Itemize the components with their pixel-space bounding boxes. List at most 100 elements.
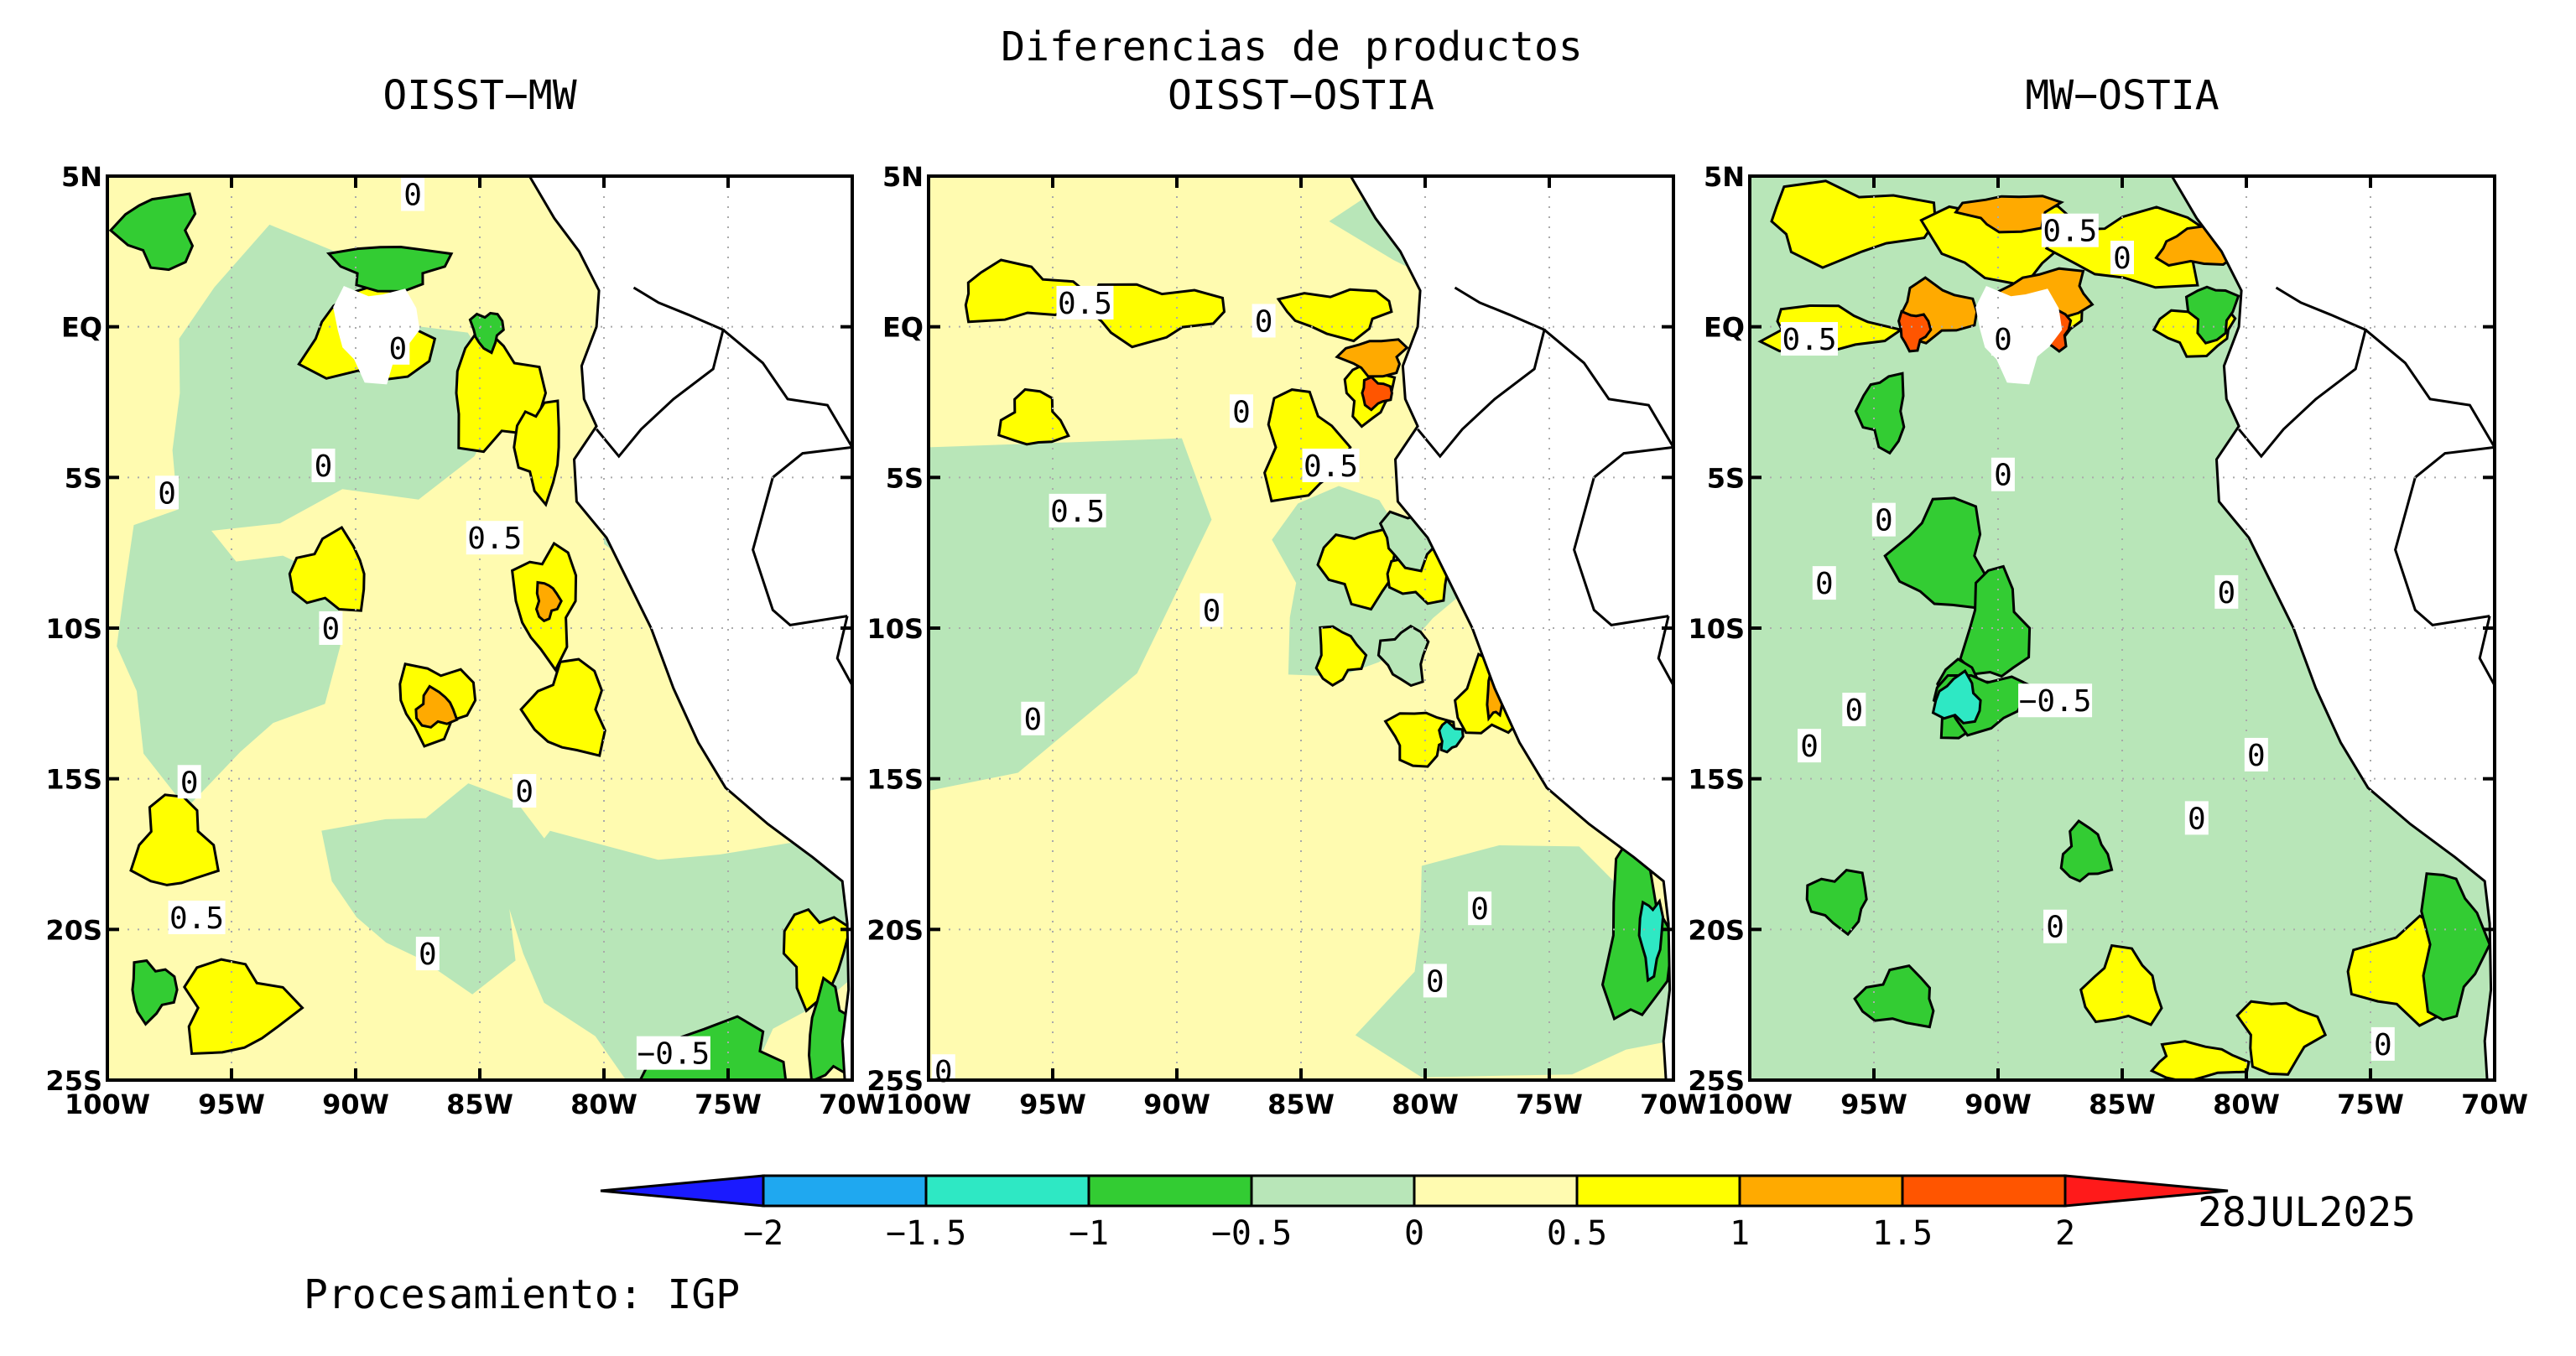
anomaly-patch [534, 580, 563, 623]
contour-label: 0 [2113, 242, 2131, 276]
lon-tick-label: 90W [1143, 1088, 1210, 1120]
contour-label: 0 [1845, 694, 1863, 728]
contour-label: 0 [1203, 594, 1221, 628]
lon-tick-label: 90W [1965, 1088, 2032, 1120]
contour-label: −0.5 [2019, 684, 2092, 719]
contour-label-bg [177, 765, 201, 799]
contour-label: 0 [515, 775, 533, 809]
country-border [1573, 445, 1673, 626]
contour-label-bg [466, 521, 523, 555]
lat-tick-label: 10S [866, 613, 924, 645]
contour-label-bg [1812, 566, 1836, 600]
anomaly-patch [1854, 371, 1906, 455]
anomaly-region [172, 224, 508, 534]
mw-ostia-title: MW−OSTIA [2025, 72, 2219, 119]
anomaly-patch [1805, 868, 1868, 937]
lon-tick-label: 100W [886, 1088, 971, 1120]
contour-label: 0 [2374, 1028, 2392, 1062]
contour-label: 0.5 [2043, 215, 2097, 249]
lat-tick-label: 5S [886, 462, 924, 494]
anomaly-patch [1931, 668, 1982, 725]
panel-oisst-mw: OISST−MW 0 0 0 0 0.5 0 0 0 0.5 0 −0.5 5N EQ 5S 10S 15S 20… [45, 72, 885, 1120]
lat-tick-label: 10S [45, 613, 102, 645]
colorbar-segment [1575, 1174, 1741, 1208]
lon-tick-label: 80W [2213, 1088, 2280, 1120]
colorbar-tick-label: −0.5 [1211, 1214, 1292, 1253]
contour-label: 0 [2188, 802, 2206, 836]
contour-label: 0 [419, 938, 437, 972]
anomaly-region [117, 505, 341, 808]
contour-label: 0 [2046, 911, 2064, 945]
colorbar-tick-label: 0 [1404, 1214, 1424, 1253]
contour-label: 0 [315, 449, 333, 484]
lon-tick-label: 70W [1640, 1088, 1707, 1120]
colorbar-segment [2063, 1174, 2229, 1208]
contour-label: −0.5 [637, 1037, 710, 1072]
lon-tick-label: 70W [819, 1088, 886, 1120]
anomaly-patch [2059, 819, 2114, 883]
lon-tick-label: 95W [1840, 1088, 1907, 1120]
anomaly-patch [1376, 624, 1430, 688]
contour-label: 0 [1023, 703, 1042, 737]
oisst-ostia-grid [929, 176, 1673, 1080]
anomaly-region [503, 830, 852, 1080]
lat-tick-label: 5S [1707, 462, 1745, 494]
anomaly-region [321, 783, 545, 995]
date-label: 28JUL2025 [2198, 1189, 2416, 1236]
contour-label-bg [2184, 801, 2209, 835]
colorbar-tick-label: −1 [1069, 1214, 1109, 1253]
land-mask [1350, 176, 1673, 1080]
lon-tick-label: 75W [2337, 1088, 2404, 1120]
country-border [752, 445, 852, 626]
contour-label-bg [168, 900, 226, 934]
contour-label-bg [2018, 683, 2093, 718]
contour-label-bg [2110, 241, 2134, 275]
contour-label-bg [1423, 964, 1447, 998]
lon-tick-label: 75W [1516, 1088, 1583, 1120]
anomaly-patch [288, 525, 366, 612]
contour-label: 0.5 [169, 901, 224, 936]
contour-label: 0.5 [1304, 449, 1358, 484]
coastline [528, 176, 851, 1080]
land-mask [529, 176, 852, 1080]
figure-title: Diferencias de productos [1001, 23, 1583, 70]
lon-tick-label: 90W [322, 1088, 389, 1120]
contour-label: 0 [1426, 964, 1444, 999]
lat-tick-label: 15S [45, 764, 102, 796]
anomaly-patch [1361, 375, 1393, 412]
contour-label: 0 [1255, 304, 1273, 339]
anomaly-patch [2235, 1000, 2328, 1076]
contour-label-bg [2370, 1026, 2395, 1061]
anomaly-patch [1383, 711, 1456, 768]
lat-tick-label: 10S [1688, 613, 1745, 645]
contour-label: 0 [2217, 576, 2235, 610]
contour-label-bg [1229, 394, 1253, 429]
contour-label-bg [513, 774, 537, 808]
contour-label: 0 [322, 612, 341, 647]
anomaly-patch [1276, 288, 1393, 343]
lon-tick-label: 85W [446, 1088, 513, 1120]
contour-label: 0 [2247, 739, 2266, 773]
panel-oisst-ostia: OISST−OSTIA 0.5 0 0 0.5 0.5 0 0 0 0 0 5N EQ 5S 10S 15S 2… [866, 72, 1707, 1120]
colorbar-segment [924, 1174, 1090, 1208]
contour-label: 0 [1875, 504, 1893, 538]
country-border [1543, 329, 1673, 449]
contour-label-bg [1302, 448, 1360, 482]
lat-tick-label: EQ [882, 312, 924, 344]
contour-label-bg [1842, 693, 1866, 727]
colorbar-tick-label: 2 [2055, 1214, 2075, 1253]
contour-label: 0 [1994, 459, 2012, 493]
lat-tick-label: EQ [61, 312, 102, 344]
contour-label-bg [2214, 574, 2239, 609]
contour-label: 0 [180, 766, 199, 800]
oisst-mw-field [107, 176, 852, 1080]
mw-ostia-field [1750, 176, 2495, 1080]
contour-label-bg [2244, 737, 2268, 772]
country-border [722, 329, 852, 449]
contour-label-bg [155, 475, 180, 510]
colorbar-segment [1738, 1174, 1904, 1208]
country-border [2478, 616, 2495, 688]
lat-tick-label: 5N [61, 161, 102, 193]
lon-tick-label: 85W [2089, 1088, 2156, 1120]
